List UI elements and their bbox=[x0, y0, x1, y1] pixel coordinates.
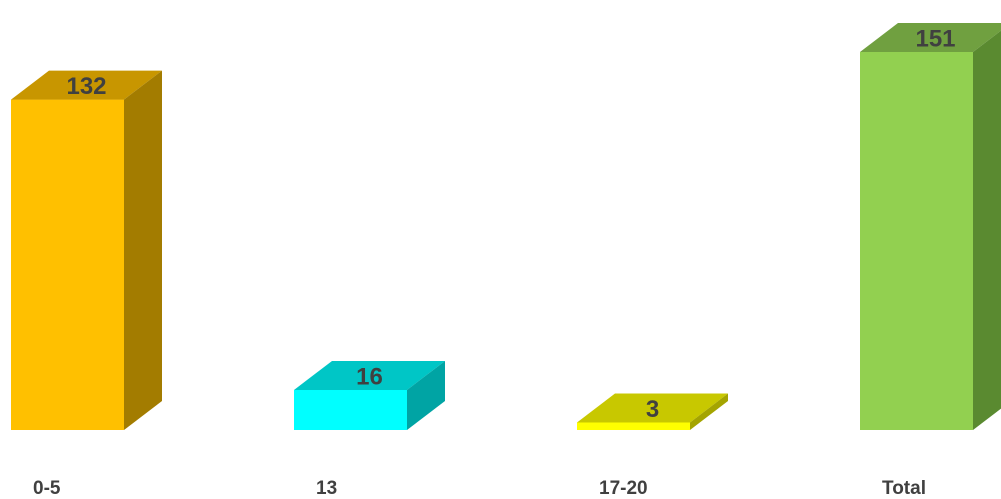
category-label: 13 bbox=[316, 478, 337, 499]
bar-front-face bbox=[860, 52, 973, 430]
category-label: Total bbox=[882, 478, 926, 499]
bar-17-20 bbox=[577, 393, 728, 430]
bar-top-face bbox=[294, 360, 445, 390]
value-labels-group: 132 16 3 151 bbox=[66, 26, 955, 423]
bar-top-face bbox=[577, 393, 728, 423]
bar-front-face bbox=[294, 389, 407, 430]
bar-13 bbox=[294, 360, 445, 430]
bar-side-face bbox=[690, 393, 728, 430]
data-label: 132 bbox=[66, 73, 106, 100]
bar-side-face bbox=[973, 30, 1001, 430]
category-labels-group: 0-5 13 17-20 Total bbox=[33, 478, 926, 499]
data-label: 16 bbox=[356, 363, 383, 390]
bars-group bbox=[11, 23, 1001, 430]
bar-front-face bbox=[577, 422, 690, 430]
bar-front-face bbox=[11, 99, 124, 430]
bar-side-face bbox=[407, 360, 445, 430]
category-label: 17-20 bbox=[599, 478, 648, 499]
bar-top-face bbox=[11, 70, 162, 100]
data-label: 3 bbox=[646, 396, 659, 423]
bar-0-5 bbox=[11, 70, 162, 430]
bar-total bbox=[860, 23, 1001, 430]
bar-top-face bbox=[860, 23, 1001, 52]
category-label: 0-5 bbox=[33, 478, 61, 499]
data-label: 151 bbox=[915, 26, 955, 53]
bar-side-face bbox=[124, 70, 162, 430]
